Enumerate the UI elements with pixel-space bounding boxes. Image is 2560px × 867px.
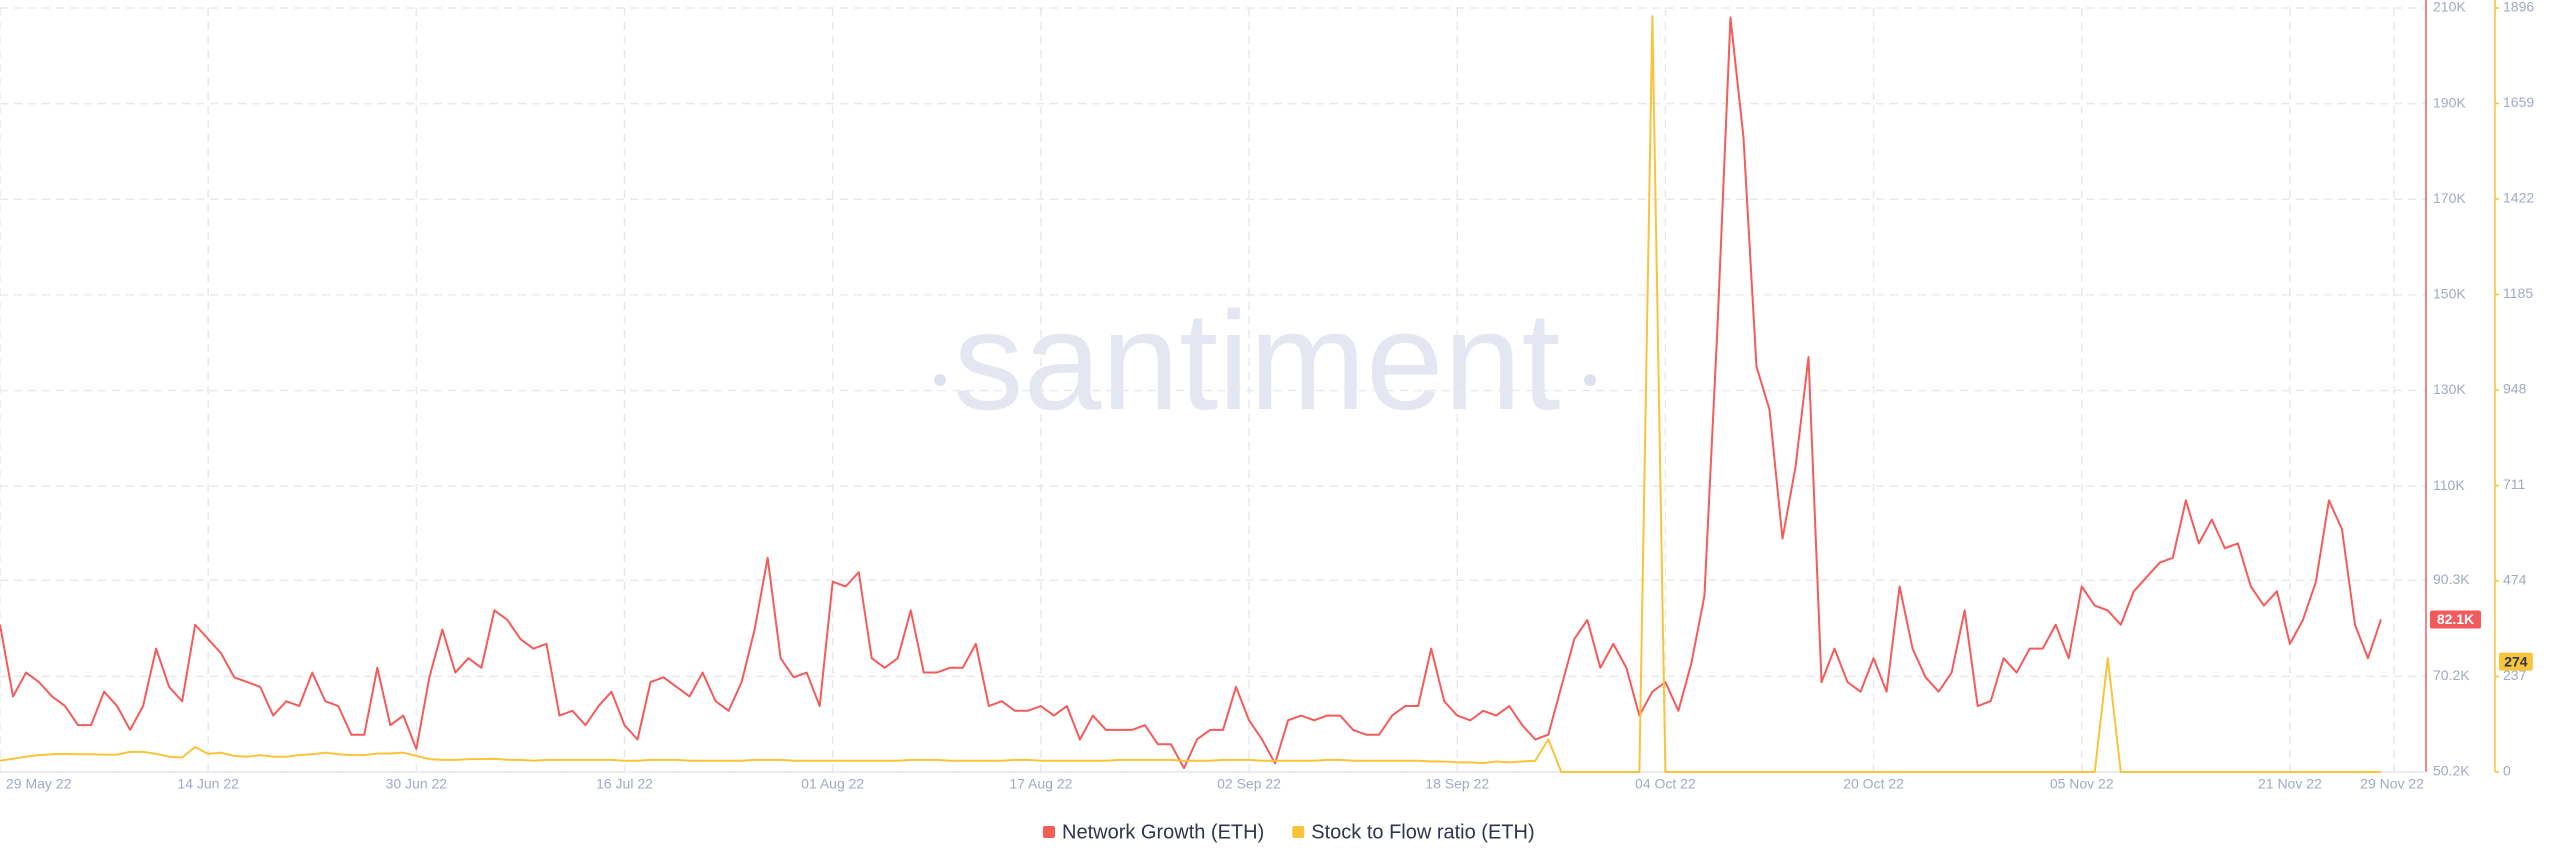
legend-swatch [1292, 826, 1305, 838]
y2-tick-label: 948 [2503, 381, 2527, 397]
watermark-dot [934, 374, 946, 386]
x-tick-label: 04 Oct 22 [1635, 776, 1696, 792]
watermark-text: santiment [954, 282, 1561, 439]
watermark-dot [1584, 374, 1596, 386]
x-tick-label: 30 Jun 22 [386, 776, 448, 792]
y2-tick-label: 0 [2503, 763, 2511, 779]
y-tick-label: 110K [2433, 477, 2465, 493]
y-tick-label: 190K [2433, 94, 2466, 110]
x-tick-label: 14 Jun 22 [177, 776, 239, 792]
y2-tick-label: 1422 [2503, 190, 2534, 206]
watermark: santiment [934, 282, 1596, 439]
value-badge [2499, 652, 2533, 671]
x-tick-label: 01 Aug 22 [801, 776, 864, 792]
y2-tick-label: 237 [2503, 667, 2527, 683]
x-tick-label: 21 Nov 22 [2258, 776, 2322, 792]
series-line [0, 15, 2381, 773]
y2-tick-label: 474 [2503, 572, 2527, 588]
x-tick-label: 02 Sep 22 [1217, 776, 1281, 792]
legend-label: Stock to Flow ratio (ETH) [1311, 821, 1534, 843]
x-tick-label: 16 Jul 22 [596, 776, 653, 792]
y2-tick-label: 1659 [2503, 94, 2534, 110]
value-badge [2430, 610, 2481, 629]
x-tick-label: 18 Sep 22 [1425, 776, 1489, 792]
y2-tick-label: 711 [2503, 476, 2526, 492]
x-tick-label: 29 Nov 22 [2360, 776, 2424, 792]
series-line [0, 16, 2382, 770]
value-badge-label: 274 [2504, 653, 2528, 669]
x-tick-label: 05 Nov 22 [2050, 776, 2114, 792]
y2-tick-label: 1185 [2503, 285, 2533, 301]
legend-swatch [1043, 826, 1055, 838]
y-tick-label: 90.3K [2433, 571, 2470, 587]
y-tick-label: 210K [2433, 0, 2466, 15]
x-tick-label: 29 May 22 [6, 776, 72, 792]
y-tick-label: 70.2K [2433, 667, 2470, 683]
value-badge-label: 82.1K [2437, 611, 2474, 627]
x-tick-label: 20 Oct 22 [1843, 776, 1904, 792]
y2-tick-label: 1896 [2503, 0, 2534, 15]
y-tick-label: 170K [2433, 190, 2466, 206]
legend-label: Network Growth (ETH) [1062, 821, 1264, 843]
y-tick-label: 150K [2433, 286, 2466, 302]
x-tick-label: 17 Aug 22 [1009, 776, 1072, 792]
y-tick-label: 130K [2433, 381, 2466, 397]
y-tick-label: 50.2K [2433, 763, 2470, 779]
